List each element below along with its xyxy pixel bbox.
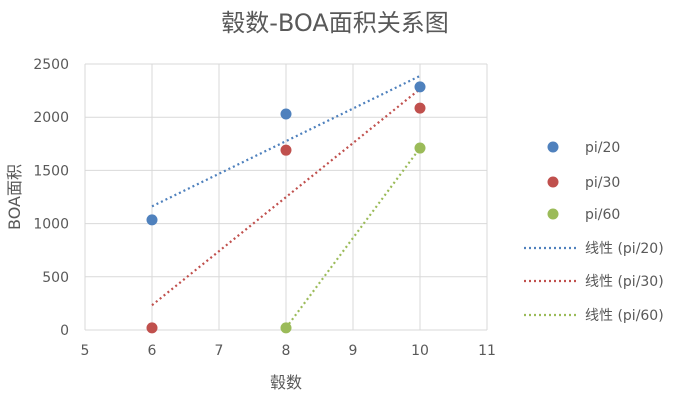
plot-area: 5 6 7 8 9 10 11 0 500 1000 1500 2000 2500 [33, 57, 496, 359]
legend-label-1: pi/30 [585, 175, 620, 191]
y-tick-label: 1500 [33, 163, 69, 179]
legend: pi/20 pi/30 pi/60 线性 (pi/20) 线性 (pi/30) 线性 (p… [524, 140, 664, 324]
legend-trendline-label-0: 线性 (pi/20) [585, 241, 664, 257]
y-tick-label: 2500 [33, 57, 69, 73]
data-point-series-0 [414, 81, 426, 93]
chart-title: 毂数-BOA面积关系图 [221, 9, 449, 37]
data-point-series-1 [414, 102, 426, 114]
data-point-series-2 [280, 322, 292, 334]
y-tick-label: 0 [60, 323, 69, 339]
y-tick-label: 1000 [33, 217, 69, 233]
data-point-series-1 [280, 144, 292, 156]
legend-label-0: pi/20 [585, 140, 620, 156]
x-tick-label: 10 [411, 343, 429, 359]
x-tick-label: 6 [148, 343, 157, 359]
legend-label-2: pi/60 [585, 207, 620, 223]
legend-marker-2 [547, 208, 559, 220]
data-point-series-1 [146, 322, 158, 334]
legend-marker-0 [547, 141, 559, 153]
y-axis-label: BOA面积 [5, 164, 24, 230]
x-tick-label: 11 [478, 343, 496, 359]
y-tick-label: 500 [42, 270, 69, 286]
y-tick-label: 2000 [33, 110, 69, 126]
data-point-series-2 [414, 142, 426, 154]
x-axis-label: 毂数 [270, 373, 302, 392]
data-point-series-0 [146, 214, 158, 226]
legend-trendline-label-1: 线性 (pi/30) [585, 274, 664, 290]
x-tick-label: 8 [282, 343, 291, 359]
legend-trendline-label-2: 线性 (pi/60) [585, 308, 664, 324]
x-tick-label: 9 [349, 343, 358, 359]
legend-marker-1 [547, 176, 559, 188]
trendline-1 [151, 88, 421, 307]
trendline-2 [285, 147, 421, 329]
x-tick-label: 7 [215, 343, 224, 359]
data-point-series-0 [280, 108, 292, 120]
x-tick-label: 5 [81, 343, 90, 359]
